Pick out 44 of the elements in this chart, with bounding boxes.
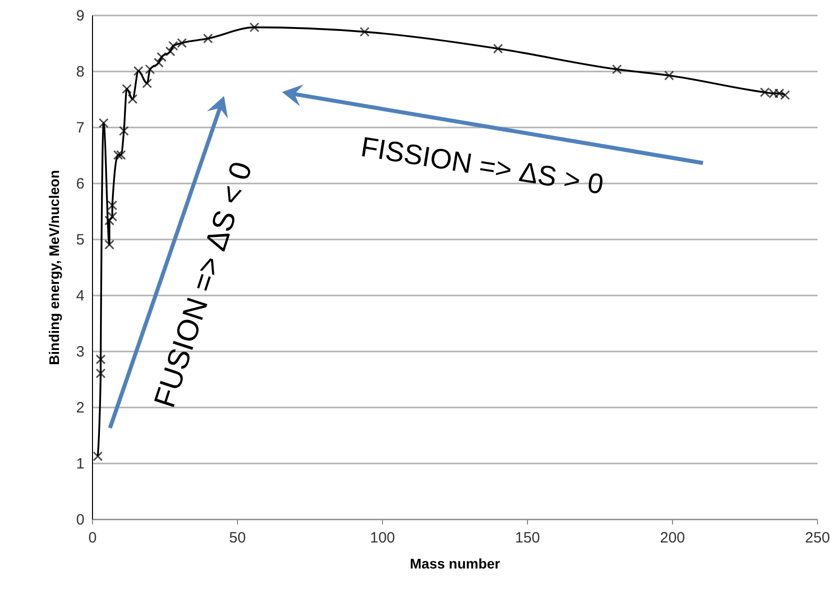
point <box>142 78 152 88</box>
point <box>96 354 106 364</box>
point <box>133 66 144 76</box>
y-tick-label: 3 <box>76 344 84 360</box>
y-axis-title: Binding energy, MeV/nucleon <box>46 170 62 365</box>
y-tick-label: 2 <box>76 400 84 416</box>
y-tick-label: 7 <box>76 120 84 136</box>
point <box>154 58 164 68</box>
x-axis-title: Mass number <box>410 556 501 572</box>
y-tick-label: 0 <box>76 512 84 528</box>
point <box>612 64 622 74</box>
y-tick-label: 4 <box>76 288 84 304</box>
point <box>249 22 260 32</box>
point <box>92 451 103 462</box>
point <box>107 212 118 222</box>
point <box>664 70 674 80</box>
y-tick-label: 8 <box>76 64 84 80</box>
point <box>118 126 129 136</box>
point <box>98 118 109 128</box>
y-tick-label: 9 <box>76 8 84 24</box>
point <box>107 200 118 210</box>
point <box>128 94 138 104</box>
x-tick-label: 250 <box>804 530 830 546</box>
point <box>122 84 132 94</box>
point <box>203 34 213 44</box>
x-tick-label: 0 <box>88 530 97 546</box>
x-tick-label: 200 <box>660 530 686 546</box>
point <box>156 52 167 62</box>
x-tick-label: 100 <box>370 530 396 546</box>
annotation: FISSION => ΔS > 0 <box>358 131 606 200</box>
y-tick-label: 5 <box>76 232 84 248</box>
point <box>113 150 124 160</box>
point <box>493 44 503 54</box>
point <box>96 368 106 378</box>
point <box>145 64 155 74</box>
point <box>116 150 126 160</box>
y-tick-label: 1 <box>76 456 84 472</box>
x-tick-label: 150 <box>514 530 540 546</box>
point <box>104 240 114 250</box>
point <box>360 26 370 37</box>
x-tick-label: 50 <box>229 530 246 546</box>
y-tick-label: 6 <box>76 176 84 192</box>
point <box>165 46 176 56</box>
point <box>104 216 114 226</box>
